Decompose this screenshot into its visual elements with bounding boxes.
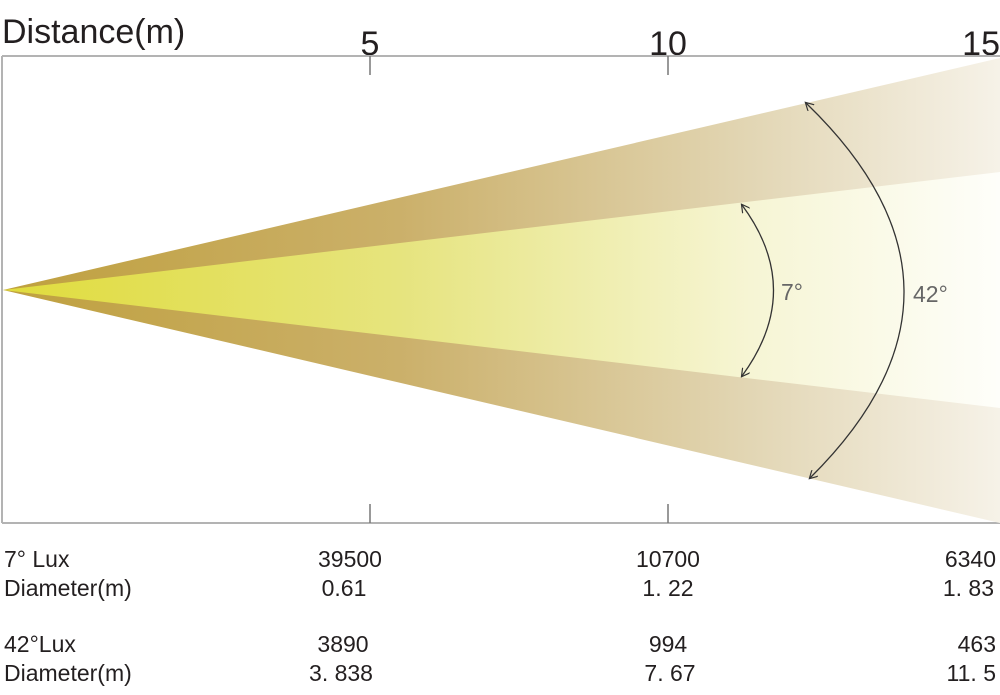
outer-angle-arc-icon — [806, 103, 905, 478]
row-label-7-lux: 7° Lux — [4, 546, 70, 572]
beam-diagram — [1, 55, 1000, 524]
tick-label-5: 5 — [360, 25, 380, 63]
cell-42-diameter-5m: 3. 838 — [309, 660, 373, 686]
outer-angle-label: 42° — [913, 281, 948, 307]
cell-42-lux-5m: 3890 — [317, 631, 369, 657]
row-label-7-diameter: Diameter(m) — [4, 575, 132, 601]
inner-angle-label: 7° — [781, 279, 803, 305]
cell-7-lux-15m: 6340 — [944, 546, 996, 572]
row-label-42-lux: 42°Lux — [4, 631, 76, 657]
cell-42-lux-15m: 463 — [957, 631, 996, 657]
axis-title: Distance(m) — [2, 13, 186, 51]
cell-7-lux-5m: 39500 — [318, 546, 382, 572]
row-label-42-diameter: Diameter(m) — [4, 660, 132, 686]
cell-42-diameter-10m: 7. 67 — [644, 660, 696, 686]
inner-angle-arc-icon — [742, 205, 775, 376]
cell-7-lux-10m: 10700 — [636, 546, 700, 572]
cell-42-diameter-15m: 11. 5 — [946, 660, 996, 686]
cell-42-lux-10m: 994 — [648, 631, 688, 657]
cell-7-diameter-10m: 1. 22 — [642, 575, 694, 601]
inner-beam-cone — [3, 172, 1000, 408]
cell-7-diameter-5m: 0.61 — [321, 575, 367, 601]
cell-7-diameter-15m: 1. 83 — [942, 575, 994, 601]
